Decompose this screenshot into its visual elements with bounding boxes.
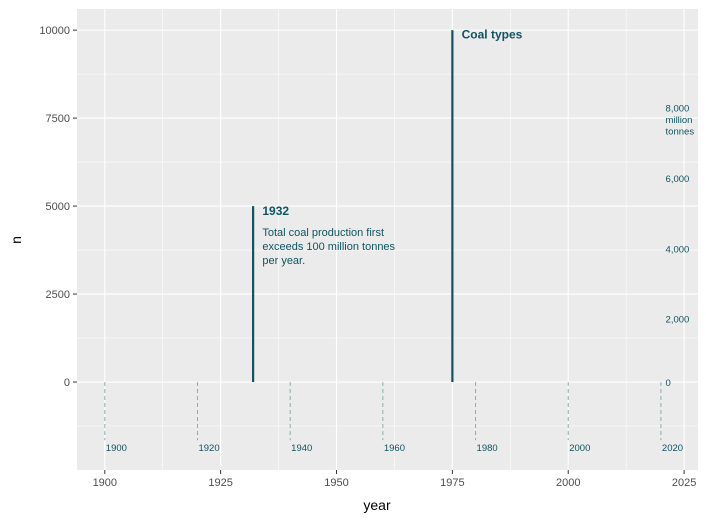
secondary-scale-label: 4,000 — [666, 244, 690, 255]
secondary-scale-label: 8,000 — [666, 104, 690, 115]
decade-marker-label: 2000 — [569, 443, 590, 454]
plot-panel — [77, 9, 698, 470]
x-tick-label: 1950 — [324, 477, 348, 489]
secondary-scale-label: 6,000 — [666, 174, 690, 185]
x-tick-label: 1975 — [440, 477, 464, 489]
secondary-scale-label: 2,000 — [666, 315, 690, 326]
decade-marker-label: 2020 — [662, 443, 683, 454]
y-tick-label: 5000 — [46, 201, 70, 213]
decade-marker-label: 1900 — [106, 443, 127, 454]
annotation-title: 1932 — [262, 204, 289, 218]
annotation-body-line: per year. — [262, 255, 305, 267]
x-tick-label: 2000 — [556, 477, 580, 489]
x-tick-label: 1900 — [93, 477, 117, 489]
annotation-line-layer — [252, 30, 454, 383]
y-tick-label: 7500 — [46, 113, 70, 125]
secondary-scale-label: 0 — [666, 378, 671, 389]
y-tick-label: 2500 — [46, 289, 70, 301]
x-axis-title: year — [363, 497, 391, 513]
y-axis-title: n — [8, 236, 24, 244]
secondary-scale-label: tonnes — [666, 127, 695, 138]
x-tick-label: 1925 — [208, 477, 232, 489]
x-tick-label: 2025 — [672, 477, 696, 489]
decade-marker-layer: 1900 1920 1940 1960 1980 2000 2020 — [104, 382, 683, 454]
annotation-body-line: Total coal production first — [262, 227, 384, 239]
annotation-body-line: exceeds 100 million tonnes — [262, 241, 395, 253]
annotation-layer: 1932 Total coal production first exceeds 1… — [262, 28, 522, 267]
decade-marker-label: 1960 — [384, 443, 405, 454]
decade-marker-label: 1940 — [291, 443, 312, 454]
y-tick-label: 10000 — [39, 25, 70, 37]
axis-layer: 1900 1925 1950 1975 2000 2025 0 2500 5000 7500 100… — [39, 25, 696, 489]
decade-marker-label: 1920 — [198, 443, 219, 454]
annotation-title: Coal types — [462, 28, 523, 42]
decade-marker-label: 1980 — [477, 443, 498, 454]
secondary-scale-label: million — [666, 115, 693, 126]
y-tick-label: 0 — [64, 377, 70, 389]
